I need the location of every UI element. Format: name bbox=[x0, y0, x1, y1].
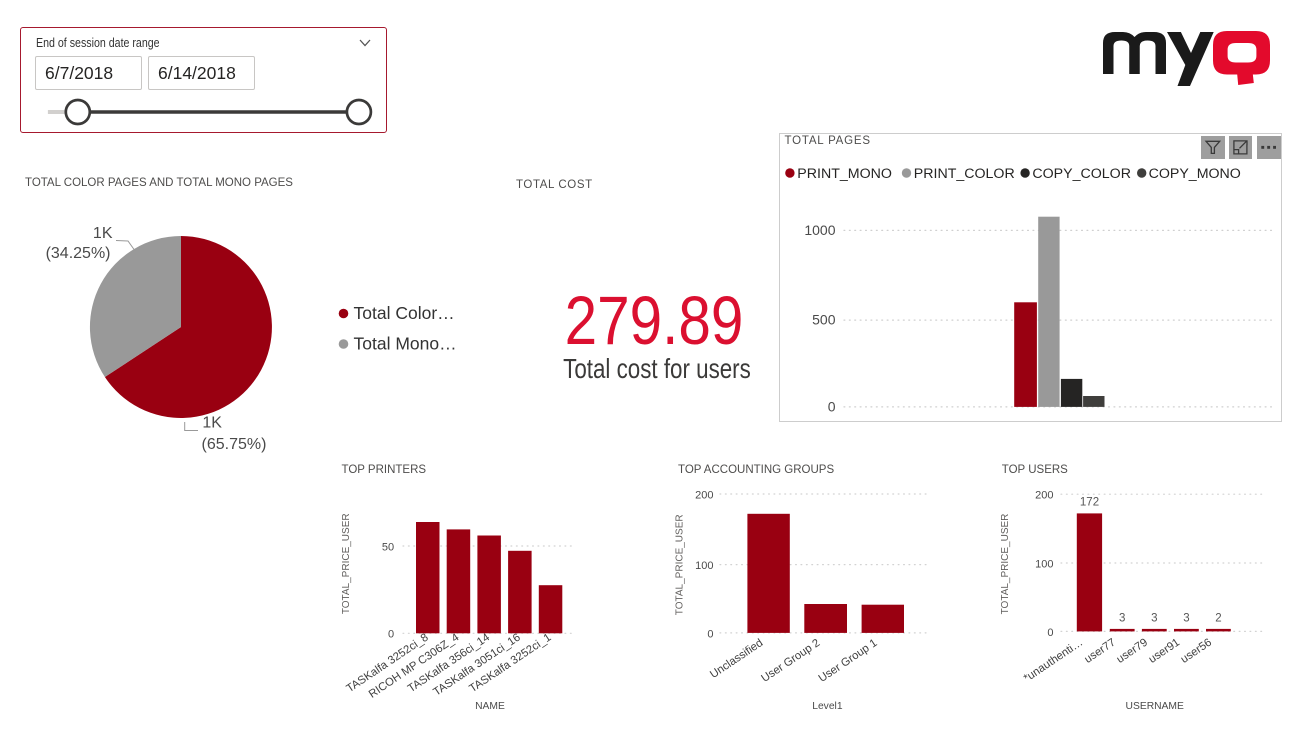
svg-text:TOTAL_PRICE_USER: TOTAL_PRICE_USER bbox=[674, 514, 685, 615]
svg-text:100: 100 bbox=[1035, 559, 1053, 571]
svg-text:User Group 1: User Group 1 bbox=[817, 637, 880, 685]
svg-text:0: 0 bbox=[707, 628, 713, 640]
svg-text:2: 2 bbox=[1215, 613, 1221, 625]
svg-text:200: 200 bbox=[695, 490, 713, 502]
svg-text:user77: user77 bbox=[1083, 637, 1118, 666]
svg-text:0: 0 bbox=[388, 628, 394, 640]
svg-text:*unauthenti…: *unauthenti… bbox=[1022, 637, 1085, 685]
svg-text:1K: 1K bbox=[202, 415, 222, 432]
svg-text:PRINT_COLOR: PRINT_COLOR bbox=[913, 166, 1014, 182]
svg-text:200: 200 bbox=[1035, 490, 1053, 502]
svg-text:(34.25%): (34.25%) bbox=[46, 245, 111, 262]
svg-text:0: 0 bbox=[1047, 627, 1053, 639]
svg-text:50: 50 bbox=[382, 542, 394, 554]
svg-text:User Group 2: User Group 2 bbox=[759, 637, 822, 685]
svg-text:NAME: NAME bbox=[475, 701, 505, 712]
svg-text:COPY_MONO: COPY_MONO bbox=[1148, 166, 1240, 182]
svg-text:user56: user56 bbox=[1179, 637, 1214, 666]
svg-text:500: 500 bbox=[812, 311, 836, 327]
svg-text:Total Color…: Total Color… bbox=[354, 303, 455, 323]
svg-text:TOTAL_PRICE_USER: TOTAL_PRICE_USER bbox=[341, 513, 352, 614]
svg-text:1K: 1K bbox=[93, 225, 113, 242]
svg-text:100: 100 bbox=[695, 560, 713, 572]
svg-text:user79: user79 bbox=[1115, 637, 1150, 666]
svg-text:PRINT_MONO: PRINT_MONO bbox=[797, 166, 892, 182]
svg-text:(65.75%): (65.75%) bbox=[202, 436, 267, 453]
svg-text:COPY_COLOR: COPY_COLOR bbox=[1032, 166, 1131, 182]
svg-text:3: 3 bbox=[1183, 613, 1189, 625]
svg-text:TOTAL_PRICE_USER: TOTAL_PRICE_USER bbox=[1000, 514, 1011, 615]
svg-text:Unclassified: Unclassified bbox=[708, 637, 765, 681]
svg-text:USERNAME: USERNAME bbox=[1126, 701, 1184, 712]
svg-text:Level1: Level1 bbox=[812, 701, 843, 712]
svg-text:3: 3 bbox=[1151, 613, 1157, 625]
svg-text:Total Mono…: Total Mono… bbox=[354, 334, 457, 354]
svg-text:0: 0 bbox=[827, 398, 835, 414]
svg-text:1000: 1000 bbox=[804, 222, 835, 238]
svg-text:172: 172 bbox=[1080, 496, 1099, 508]
svg-text:3: 3 bbox=[1119, 613, 1125, 625]
svg-text:user91: user91 bbox=[1147, 637, 1182, 666]
